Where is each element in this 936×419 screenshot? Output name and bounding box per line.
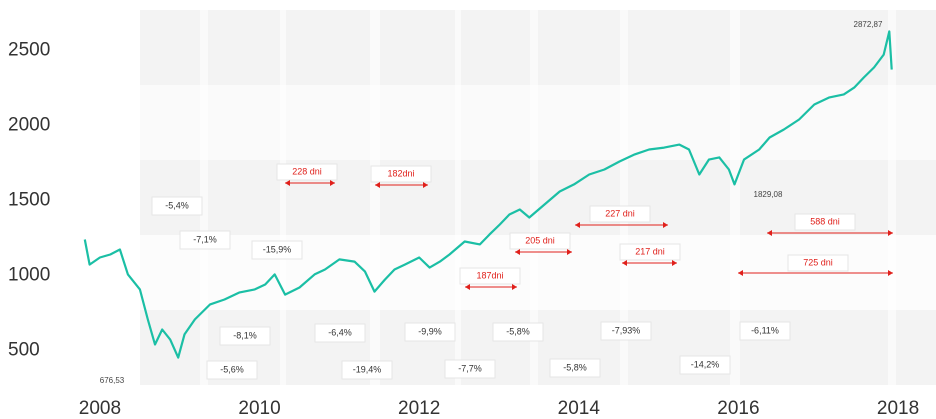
label-box <box>459 267 521 285</box>
label-box <box>739 321 791 341</box>
drawdown-text: -6,4% <box>328 327 352 337</box>
point-label: 676,53 <box>100 376 125 385</box>
point-label: 2872,87 <box>854 20 883 29</box>
drawdown-text: -15,9% <box>263 244 292 254</box>
drawdown-label: -9,9% <box>404 322 456 342</box>
point-label: 1829,08 <box>754 190 783 199</box>
drawdown-text: -5,8% <box>506 326 530 336</box>
y-tick-label: 2000 <box>8 115 50 136</box>
drawdown-label: -14,2% <box>679 355 731 375</box>
drawdown-text: -7,7% <box>458 363 482 373</box>
duration-label: 227 dni <box>575 205 668 228</box>
drawdown-label: -5,8% <box>549 358 601 378</box>
label-box <box>314 323 366 343</box>
drawdown-label: -5,8% <box>492 322 544 342</box>
drawdown-text: -8,1% <box>233 330 257 340</box>
drawdown-label: -7,93% <box>600 321 652 341</box>
duration-label: 217 dni <box>619 243 681 266</box>
duration-label: 588 dni <box>767 213 893 236</box>
line-series <box>83 30 893 359</box>
duration-label: 228 dni <box>276 163 338 186</box>
y-tick-label: 500 <box>8 340 40 361</box>
y-tick-label: 1500 <box>8 190 50 211</box>
label-box <box>509 232 571 250</box>
label-box <box>444 359 496 379</box>
label-box <box>600 321 652 341</box>
label-box <box>206 360 258 380</box>
drawdown-text: -9,9% <box>418 326 442 336</box>
x-tick-label: 2018 <box>877 398 919 419</box>
y-tick-label: 1000 <box>8 265 50 286</box>
duration-text: 205 dni <box>525 235 555 245</box>
y-tick-label: 2500 <box>8 40 50 61</box>
label-box <box>794 213 856 231</box>
drawdown-label: -15,9% <box>251 240 303 260</box>
label-box <box>251 240 303 260</box>
drawdown-text: -19,4% <box>353 364 382 374</box>
duration-text: 217 dni <box>635 246 665 256</box>
drawdown-label: -6,4% <box>314 323 366 343</box>
label-box <box>787 254 849 272</box>
arrow-head <box>285 180 335 186</box>
label-box <box>370 165 432 183</box>
duration-text: 182dni <box>387 168 414 178</box>
drawdown-label: -6,11% <box>739 321 791 341</box>
drawdown-text: -14,2% <box>691 359 720 369</box>
duration-text: 187dni <box>476 270 503 280</box>
label-box <box>492 322 544 342</box>
label-box <box>341 360 393 380</box>
label-box <box>219 326 271 346</box>
duration-label: 205 dni <box>509 232 572 255</box>
x-tick-label: 2014 <box>558 398 601 419</box>
duration-text: 228 dni <box>292 166 322 176</box>
drawdown-text: -5,4% <box>165 200 189 210</box>
label-box <box>151 196 203 216</box>
label-box <box>404 322 456 342</box>
label-box <box>549 358 601 378</box>
x-tick-label: 2016 <box>717 398 759 419</box>
drawdown-label: -8,1% <box>219 326 271 346</box>
drawdown-label: -7,1% <box>179 230 231 250</box>
duration-text: 227 dni <box>605 208 635 218</box>
drawdown-text: -7,93% <box>612 325 641 335</box>
label-box <box>589 205 651 223</box>
label-box <box>276 163 338 181</box>
drawdown-label: -7,7% <box>444 359 496 379</box>
duration-label: 182dni <box>370 165 432 188</box>
drawdown-label: -5,4% <box>151 196 203 216</box>
drawdown-text: -7,1% <box>193 234 217 244</box>
drawdown-label: -5,6% <box>206 360 258 380</box>
duration-text: 725 dni <box>803 257 833 267</box>
label-box <box>619 243 681 261</box>
x-tick-label: 2010 <box>238 398 280 419</box>
duration-label: 187dni <box>459 267 521 290</box>
x-tick-label: 2008 <box>79 398 121 419</box>
x-tick-label: 2012 <box>398 398 440 419</box>
drawdown-text: -6,11% <box>751 325 779 335</box>
drawdown-text: -5,6% <box>220 364 244 374</box>
label-box <box>679 355 731 375</box>
label-box <box>179 230 231 250</box>
drawdown-text: -5,8% <box>563 362 587 372</box>
duration-text: 588 dni <box>810 216 840 226</box>
drawdown-label: -19,4% <box>341 360 393 380</box>
duration-label: 725 dni <box>738 254 893 276</box>
